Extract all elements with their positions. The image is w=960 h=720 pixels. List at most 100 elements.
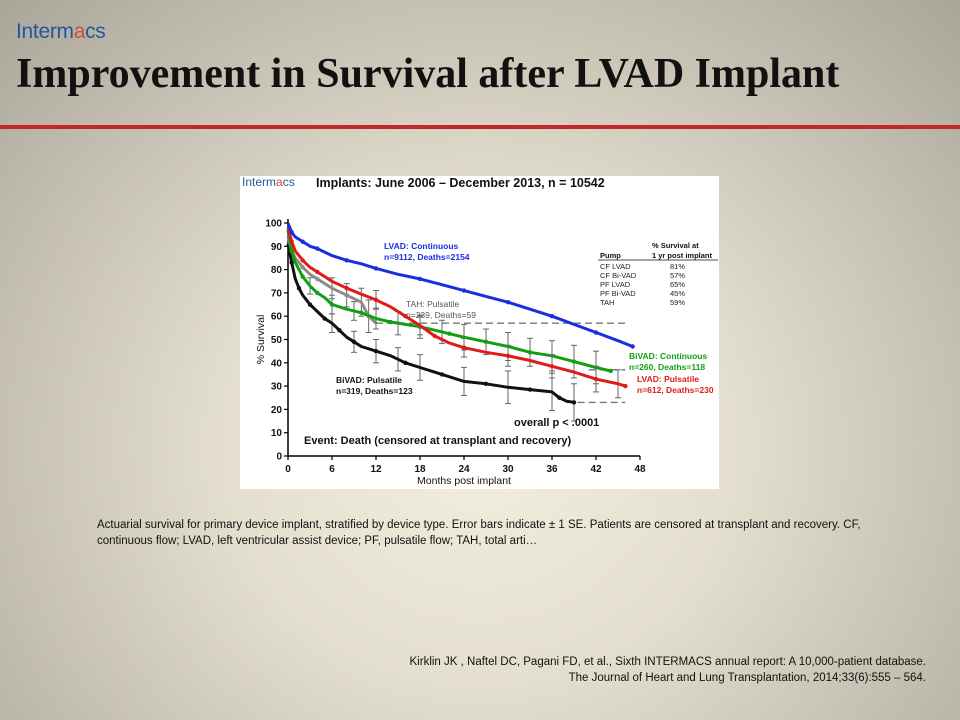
series-marker-bivad-continuous-3 [300,274,305,279]
event-annotation: Event: Death (censored at transplant and… [304,435,571,447]
series-subtitle-tah-pulsatile: n=239, Deaths=59 [406,310,476,320]
series-marker-bivad-continuous-23 [608,368,613,374]
x-tick-label-42: 42 [590,464,602,475]
series-marker-tah-pulsatile-3 [300,265,305,270]
y-tick-label-20: 20 [271,405,283,416]
x-tick-label-36: 36 [546,464,558,475]
series-marker-bivad-pulsatile-15 [403,360,408,365]
series-marker-bivad-pulsatile-9 [337,327,342,333]
series-marker-lvad-continuous-19 [593,330,599,335]
table-survival-2: 65% [670,280,685,289]
x-tick-label-12: 12 [370,464,382,475]
y-tick-label-70: 70 [271,288,283,299]
series-marker-bivad-pulsatile-3 [296,286,302,291]
series-subtitle-lvad-continuous: n=9112, Deaths=2154 [384,252,470,262]
series-marker-bivad-continuous-11 [388,319,393,325]
series-marker-lvad-pulsatile-1 [289,239,294,244]
y-tick-label-10: 10 [271,428,283,439]
series-marker-lvad-continuous-7 [344,258,349,263]
series-marker-bivad-pulsatile-23 [557,395,562,400]
y-tick-label-90: 90 [271,242,283,253]
table-survival-3: 45% [670,289,685,298]
y-tick-label-30: 30 [271,382,283,393]
series-marker-bivad-pulsatile-5 [307,302,313,307]
series-subtitle-bivad-pulsatile: n=319, Deaths=123 [336,386,413,396]
series-subtitle-lvad-pulsatile: n=612, Deaths=230 [637,385,714,395]
citation: Kirklin JK , Naftel DC, Pagani FD, et al… [410,654,926,686]
x-tick-label-0: 0 [285,464,291,475]
series-marker-bivad-continuous-9 [359,310,364,315]
citation-line-2: The Journal of Heart and Lung Transplant… [568,672,926,684]
series-label-bivad-continuous: BiVAD: Continuous [629,351,707,361]
table-header-survival-2: 1 yr post implant [652,251,713,260]
table-header-survival-1: % Survival at [652,241,699,250]
table-survival-0: 81% [670,262,685,271]
series-marker-lvad-continuous-13 [461,288,467,293]
x-tick-label-24: 24 [458,464,470,475]
series-label-lvad-pulsatile: LVAD: Pulsatile [637,374,699,384]
chart-title: Implants: June 2006 – December 2013, n =… [316,176,605,190]
x-tick-label-48: 48 [634,464,646,475]
series-marker-lvad-pulsatile-23 [623,383,628,389]
table-pump-4: TAH [600,298,614,307]
series-marker-lvad-pulsatile-7 [344,286,349,291]
series-marker-bivad-pulsatile-7 [322,316,327,321]
survival-chart-svg: Intermacs Implants: June 2006 – December … [242,176,718,487]
logo-suffix: cs [85,20,106,43]
series-marker-bivad-pulsatile-19 [483,381,489,386]
y-tick-label-40: 40 [271,358,283,369]
y-axis-label: % Survival [255,315,267,365]
x-tick-label-30: 30 [502,464,514,475]
x-tick-label-18: 18 [414,464,426,475]
series-marker-bivad-continuous-19 [527,350,533,355]
series-marker-lvad-continuous-9 [373,266,379,271]
series-marker-bivad-continuous-7 [329,302,335,307]
series-marker-lvad-continuous-21 [630,344,635,349]
logo-o: a [73,20,86,43]
table-pump-0: CF LVAD [600,262,631,271]
series-marker-bivad-pulsatile-17 [439,372,445,377]
table-survival-1: 57% [670,271,685,280]
series-marker-bivad-continuous-17 [483,339,489,345]
series-marker-bivad-pulsatile-25 [571,400,577,405]
slide-title: Improvement in Survival after LVAD Impla… [16,51,840,97]
series-marker-lvad-pulsatile-11 [403,314,408,319]
series-marker-lvad-pulsatile-21 [593,376,599,382]
series-line-bivad-pulsatile [286,243,575,404]
series-marker-bivad-pulsatile-1 [289,260,294,265]
p-value-annotation: overall p < .0001 [514,417,599,429]
series-line-lvad-pulsatile [286,227,626,388]
chart-logo-logo-prefix: Interm [242,176,276,189]
y-tick-label-0: 0 [276,452,282,463]
table-survival-4: 59% [670,298,685,307]
title-divider [0,125,960,129]
chart-logo: Intermacs [242,176,295,189]
series-label-lvad-continuous: LVAD: Continuous [384,241,459,251]
series-marker-bivad-pulsatile-13 [373,348,379,354]
series-marker-lvad-continuous-17 [549,314,555,319]
intermacs-logo: Intermacs [16,20,106,44]
table-pump-2: PF LVAD [600,280,631,289]
series-marker-lvad-pulsatile-13 [432,333,437,339]
table-pump-3: PF Bi-VAD [600,289,636,298]
series-marker-lvad-pulsatile-5 [315,269,320,275]
series-subtitle-bivad-continuous: n=260, Deaths=118 [629,362,705,372]
y-tick-label-60: 60 [271,312,283,323]
chart-logo-logo-suffix: cs [283,176,295,189]
series-marker-bivad-pulsatile-11 [351,339,357,345]
series-marker-lvad-continuous-5 [315,246,320,251]
series-marker-bivad-continuous-1 [289,248,294,254]
y-tick-label-100: 100 [265,219,282,230]
series-marker-lvad-pulsatile-9 [373,297,379,303]
series-marker-lvad-pulsatile-15 [461,345,467,350]
survival-chart: Intermacs Implants: June 2006 – December … [240,176,719,489]
series-marker-tah-pulsatile-5 [315,276,320,282]
series-marker-bivad-continuous-21 [571,359,577,364]
series-marker-bivad-pulsatile-21 [527,387,533,392]
series-marker-lvad-pulsatile-17 [505,353,511,359]
series-marker-lvad-continuous-3 [300,239,305,244]
series-marker-lvad-continuous-15 [505,300,511,305]
series-label-tah-pulsatile: TAH: Pulsatile [406,299,459,309]
figure-caption: Actuarial survival for primary device im… [97,519,861,547]
x-axis-label: Months post implant [417,475,511,487]
